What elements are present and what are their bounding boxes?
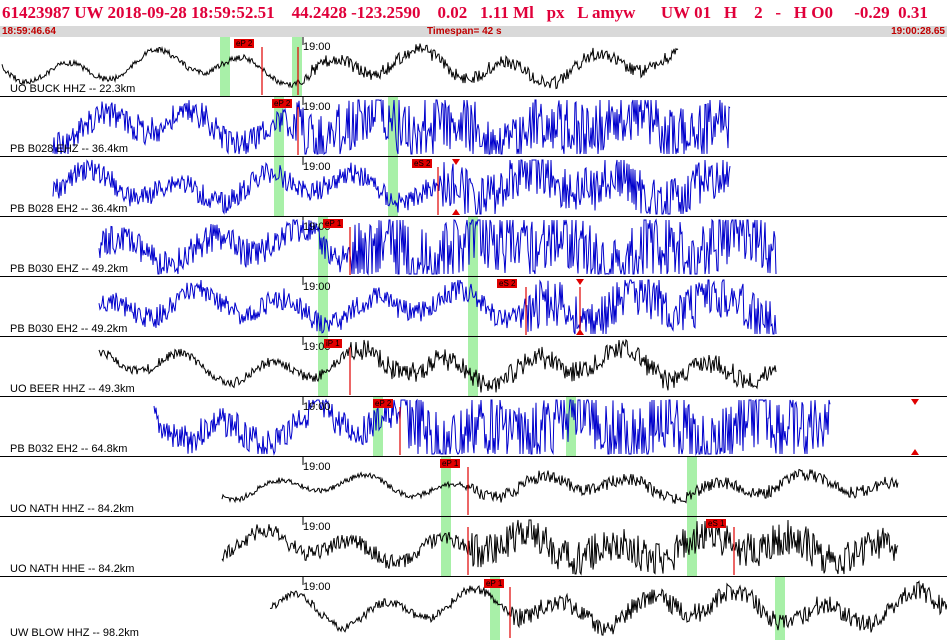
analysis-window [220, 37, 230, 96]
analysis-window [441, 517, 451, 576]
time-tick-label: 19:00 [303, 341, 331, 353]
amplitude-marker-top [911, 399, 919, 405]
time-tick-label: 19:00 [303, 581, 331, 593]
channel-label: PB B028 EHZ -- 36.4km [10, 143, 128, 155]
pick-flag[interactable]: eP 2 [234, 39, 255, 48]
waveform-panel-blow-hhz[interactable]: 19:00 eP 1 UW BLOW HHZ -- 98.2km [0, 577, 947, 640]
amplitude-marker-top [576, 279, 584, 285]
waveform-canvas [269, 577, 947, 640]
channel-label: UW BLOW HHZ -- 98.2km [10, 627, 139, 639]
seismogram-trace [52, 99, 731, 156]
timespan-label: Timespan= 42 s [427, 26, 502, 37]
waveform-panel-b030-eh2[interactable]: 19:00 eS 2 PB B030 EH2 -- 49.2km [0, 277, 947, 337]
pick-flag[interactable]: eP 1 [440, 459, 461, 468]
seismogram-trace [269, 580, 947, 636]
seismogram-trace [98, 279, 777, 335]
seismogram-trace [221, 468, 899, 504]
pick-flag[interactable]: iP 1 [324, 339, 342, 348]
waveform-canvas [52, 157, 731, 216]
analysis-window [318, 277, 328, 336]
waveform-panel-buck-hhz[interactable]: 19:00 eP 2 UO BUCK HHZ -- 22.3km [0, 37, 947, 97]
waveform-panel-b030-ehz[interactable]: 19:00 eP 1 PB B030 EHZ -- 49.2km [0, 217, 947, 277]
waveform-canvas [98, 217, 777, 276]
analysis-window [490, 577, 500, 640]
analysis-window [373, 397, 383, 456]
channel-label: PB B028 EH2 -- 36.4km [10, 203, 128, 215]
waveform-panel-b028-eh2[interactable]: 19:00 eS 2 PB B028 EH2 -- 36.4km [0, 157, 947, 217]
waveform-panel-nath-hhe[interactable]: 19:00 eS 1 UO NATH HHE -- 84.2km [0, 517, 947, 577]
pick-flag[interactable]: eP 2 [272, 99, 293, 108]
seismogram-trace [98, 218, 777, 276]
channel-label: UO BUCK HHZ -- 22.3km [10, 83, 136, 95]
time-tick-label: 19:00 [303, 521, 331, 533]
analysis-window [274, 97, 284, 156]
time-tick-label: 19:00 [303, 461, 331, 473]
waveform-panel-nath-hhz[interactable]: 19:00 eP 1 UO NATH HHZ -- 84.2km [0, 457, 947, 517]
seismogram-trace [52, 159, 731, 215]
time-tick-label: 19:00 [303, 161, 331, 173]
analysis-window [292, 37, 302, 96]
waveform-canvas [221, 457, 899, 516]
waveform-panels: 19:00 eP 2 UO BUCK HHZ -- 22.3km 19:00 e… [0, 37, 947, 640]
waveform-canvas [1, 37, 679, 96]
time-bar: 18:59:46.64 Timespan= 42 s 19:00:28.65 [0, 26, 947, 37]
analysis-window [566, 397, 576, 456]
channel-label: PB B030 EH2 -- 49.2km [10, 323, 128, 335]
analysis-window [687, 457, 697, 516]
amplitude-marker-bottom [911, 449, 919, 455]
pick-flag[interactable]: eS 2 [412, 159, 433, 168]
amplitude-marker-top [452, 159, 460, 165]
analysis-window [388, 157, 398, 216]
analysis-window [274, 157, 284, 216]
waveform-canvas [98, 277, 777, 336]
pick-flag[interactable]: eP 2 [373, 399, 394, 408]
header: 61423987 UW 2018-09-28 18:59:52.51 44.24… [0, 0, 947, 37]
time-tick-label: 19:00 [303, 401, 331, 413]
pick-flag[interactable]: eS 1 [706, 519, 727, 528]
seismogram-trace [221, 519, 899, 576]
end-time: 19:00:28.65 [891, 26, 945, 37]
waveform-canvas [98, 337, 777, 396]
seismogram-trace [153, 398, 831, 456]
seismogram-trace [98, 338, 777, 393]
waveform-panel-b028-ehz[interactable]: 19:00 eP 2 PB B028 EHZ -- 36.4km [0, 97, 947, 157]
channel-label: UO BEER HHZ -- 49.3km [10, 383, 135, 395]
pick-flag[interactable]: eP 1 [323, 219, 344, 228]
seismogram-trace [1, 43, 679, 90]
analysis-window [468, 277, 478, 336]
pick-flag[interactable]: eS 2 [497, 279, 518, 288]
analysis-window [388, 97, 398, 156]
analysis-window [775, 577, 785, 640]
waveform-canvas [52, 97, 731, 156]
amplitude-marker-bottom [452, 209, 460, 215]
time-tick-label: 19:00 [303, 41, 331, 53]
channel-label: UO NATH HHE -- 84.2km [10, 563, 135, 575]
analysis-window [468, 217, 478, 276]
channel-label: UO NATH HHZ -- 84.2km [10, 503, 134, 515]
waveform-panel-b032-eh2[interactable]: 19:00 eP 2 PB B032 EH2 -- 64.8km [0, 397, 947, 457]
channel-label: PB B032 EH2 -- 64.8km [10, 443, 128, 455]
analysis-window [318, 337, 328, 396]
event-summary-line: 61423987 UW 2018-09-28 18:59:52.51 44.24… [2, 3, 928, 22]
time-tick-label: 19:00 [303, 101, 331, 113]
waveform-canvas [221, 517, 899, 576]
amplitude-marker-bottom [576, 329, 584, 335]
analysis-window [468, 337, 478, 396]
waveform-canvas [153, 397, 919, 456]
pick-flag[interactable]: eP 1 [484, 579, 505, 588]
start-time: 18:59:46.64 [2, 26, 56, 37]
channel-label: PB B030 EHZ -- 49.2km [10, 263, 128, 275]
time-tick-label: 19:00 [303, 281, 331, 293]
waveform-panel-beer-hhz[interactable]: 19:00 iP 1 UO BEER HHZ -- 49.3km [0, 337, 947, 397]
